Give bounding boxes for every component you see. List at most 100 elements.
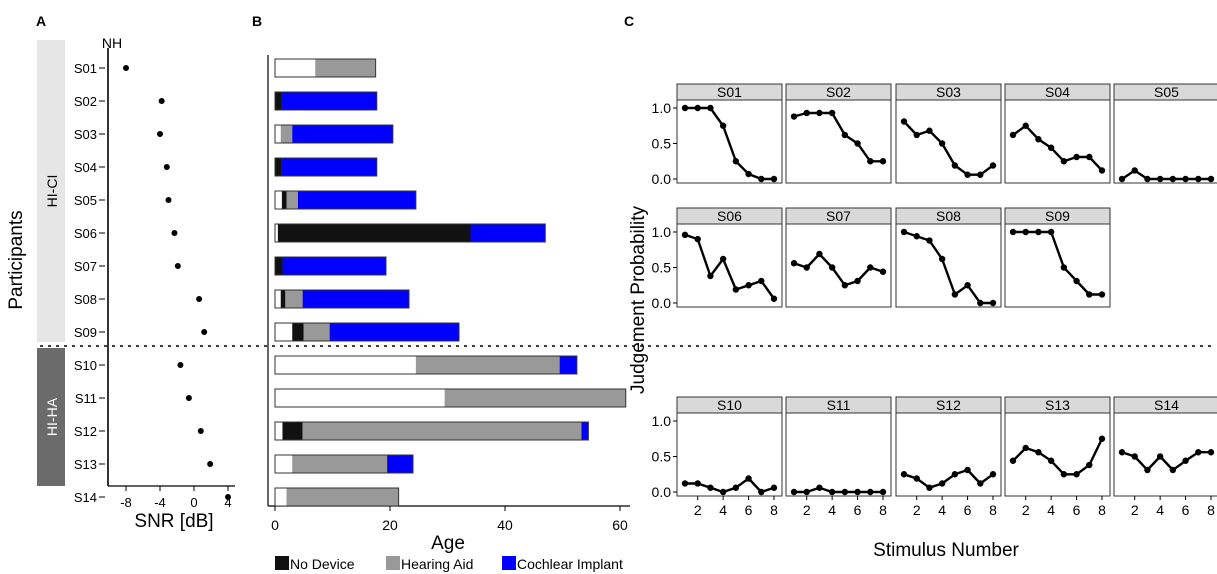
age-bar-segment-cochlear-implant (281, 158, 377, 176)
facet-point (977, 299, 984, 307)
age-bar-segment-normal (275, 422, 283, 440)
facet-title: S13 (1045, 397, 1070, 413)
facet-point (816, 484, 823, 491)
snr-point (165, 197, 172, 203)
facet-point (900, 118, 908, 125)
group-band-hi-ha (37, 348, 65, 486)
facet-title: S14 (1154, 397, 1179, 413)
age-bar-segment-cochlear-implant (581, 422, 589, 440)
facet-point (926, 237, 933, 244)
facet-point (1156, 175, 1164, 183)
age-bar-segment-hearing-aid (286, 488, 399, 506)
facet-point (790, 260, 798, 267)
age-bar-outline (274, 289, 410, 309)
facet-point (828, 264, 836, 271)
facet-point (1009, 457, 1017, 464)
facet-panel (895, 412, 1002, 497)
snr-point (177, 362, 184, 368)
facet-title: S09 (1045, 208, 1070, 224)
x-axis-label: Age (431, 533, 465, 554)
facet-panel (895, 99, 1002, 184)
age-bar-outline (274, 322, 460, 342)
panel-a: A HI-CI HI-HA Participants NH S01 S02 S03 S04 S05… (6, 13, 235, 532)
facet-point (1060, 471, 1068, 478)
facet-point (1144, 466, 1151, 474)
facet-point (745, 475, 752, 482)
facet-point (1156, 453, 1164, 460)
panel-label-c: C (624, 13, 634, 29)
age-bar-segment-normal (275, 191, 282, 209)
legend-swatch (386, 556, 400, 570)
facet-point (989, 162, 997, 169)
y-tick-label: 1.0 (652, 224, 672, 240)
facet-point (1073, 153, 1080, 161)
nh-label: NH (102, 35, 122, 51)
y-tick-label: 0.0 (652, 484, 672, 500)
age-bar-segment-hearing-aid (302, 422, 582, 440)
facet-point (867, 488, 874, 496)
facet-panel (785, 99, 892, 184)
facet-point (745, 170, 752, 178)
y-tick-label: 0.5 (652, 136, 672, 152)
snr-point (201, 329, 208, 335)
facet-point (1098, 435, 1106, 442)
y-tick-label: 0.5 (652, 449, 672, 465)
facet-point (707, 104, 714, 112)
age-bar-segment-cochlear-implant (282, 257, 386, 275)
age-bar-segment-no-device (275, 158, 282, 176)
facet-point (1182, 175, 1189, 183)
snr-point (207, 461, 214, 467)
age-bar-segment-cochlear-implant (298, 191, 416, 209)
facet-point (951, 471, 959, 478)
age-bar-outline (274, 58, 377, 78)
age-bar-segment-normal (275, 59, 316, 77)
facet-point (1086, 291, 1093, 298)
x-tick-label: 4 (828, 502, 836, 518)
facet-point (828, 488, 836, 496)
facet-point (1009, 131, 1017, 139)
age-bar-outline (274, 256, 387, 276)
x-tick-label: 4 (938, 502, 946, 518)
legend-swatch (275, 556, 289, 570)
panel-label-b: B (252, 13, 262, 29)
age-bar-outline (274, 421, 589, 441)
facet-point (1169, 466, 1177, 474)
facet-point (879, 268, 887, 275)
facet-point (803, 488, 810, 496)
facet-point (681, 104, 689, 112)
facet-point (694, 104, 701, 112)
x-tick-label: 6 (854, 502, 862, 518)
facet-point (964, 466, 971, 474)
facet-point (681, 231, 689, 239)
facet-point (1207, 175, 1215, 183)
x-tick-label: 6 (964, 502, 972, 518)
facet-point (1131, 167, 1138, 174)
facet-point (989, 299, 997, 307)
facet-point (790, 113, 798, 120)
facet-point (900, 228, 908, 236)
facet-point (681, 480, 689, 487)
facet-point (1118, 175, 1126, 183)
age-bar-segment-hearing-aid (303, 323, 330, 341)
facet-point (938, 480, 946, 487)
facet-point (1086, 461, 1093, 469)
facet-point (1098, 291, 1106, 298)
panel-label-a: A (36, 13, 46, 29)
facet-point (841, 282, 849, 289)
facet-point (1047, 457, 1055, 464)
x-tick-label: 2 (1131, 502, 1139, 518)
snr-point (197, 428, 204, 434)
facet-point (707, 272, 714, 280)
facet-panel (785, 412, 892, 497)
facet-point (854, 277, 861, 285)
age-bar-segment-normal (275, 455, 293, 473)
y-tick-label: 0.5 (652, 260, 672, 276)
y-tick-label: 0.0 (652, 295, 672, 311)
snr-point (157, 131, 163, 137)
participant-tick-label: S05 (74, 193, 97, 208)
age-bar-segment-normal (275, 290, 281, 308)
age-bar-outline (274, 388, 627, 408)
facet-point (758, 277, 765, 285)
x-axis-label: SNR [dB] (134, 511, 213, 532)
